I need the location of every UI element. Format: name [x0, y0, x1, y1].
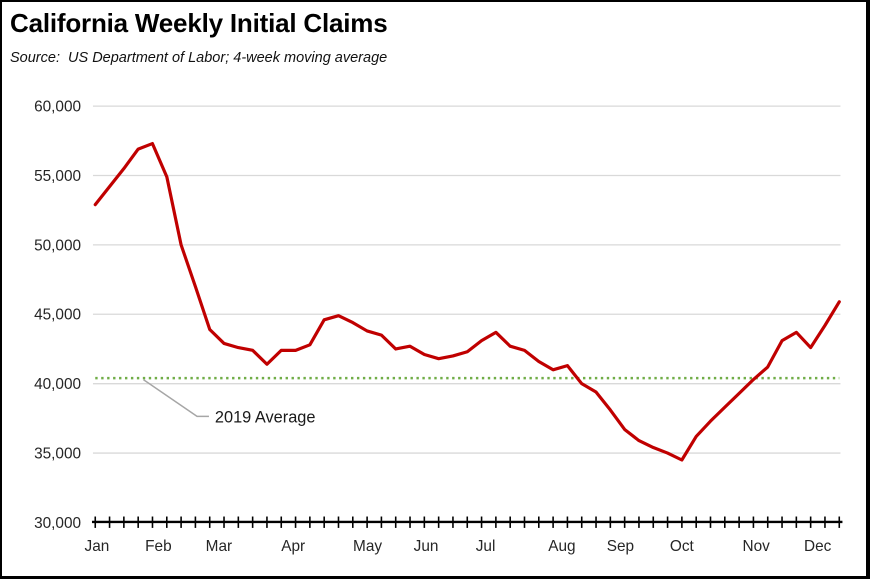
y-gridlines	[92, 105, 841, 454]
y-axis-tick-label: 55,000	[34, 168, 81, 185]
month-label: Mar	[206, 538, 232, 555]
month-label: Aug	[548, 538, 575, 555]
annotation-label: 2019 Average	[215, 408, 316, 426]
month-label: Sep	[607, 538, 634, 555]
month-label: Jun	[414, 538, 439, 555]
y-axis-tick-label: 30,000	[34, 515, 81, 532]
y-axis-tick-label: 50,000	[34, 237, 81, 254]
chart-title: California Weekly Initial Claims	[10, 8, 388, 38]
chart-subtitle: Source: US Department of Labor; 4-week m…	[10, 50, 388, 66]
month-label: Dec	[804, 538, 832, 555]
month-label: Jan	[85, 538, 110, 555]
claims-line	[93, 141, 841, 462]
annotation-leader-line	[143, 379, 209, 418]
y-axis-tick-label: 35,000	[34, 446, 81, 463]
month-label: Apr	[281, 538, 305, 555]
y-axis-tick-label: 45,000	[34, 307, 81, 324]
y-axis-tick-label: 60,000	[34, 99, 81, 116]
y-axis-tick-label: 40,000	[34, 376, 81, 393]
month-label: Nov	[743, 538, 771, 555]
month-label: Jul	[476, 538, 496, 555]
x-axis	[91, 516, 843, 528]
month-label: May	[353, 538, 382, 555]
x-axis-month-labels: Jan Feb Mar Apr May Jun Jul Aug Sep Oct Nov Dec	[85, 538, 832, 555]
month-label: Feb	[145, 538, 171, 555]
month-label: Oct	[670, 538, 695, 555]
y-axis-labels: 30,000 35,000 40,000 45,000 50,000 55,000 60,0…	[34, 99, 81, 532]
